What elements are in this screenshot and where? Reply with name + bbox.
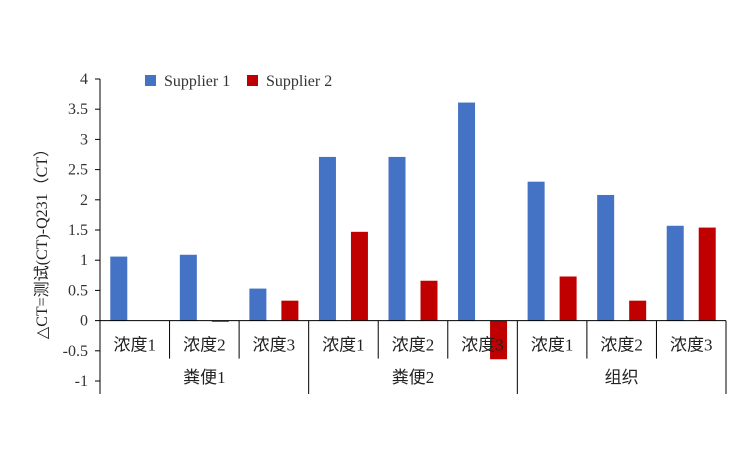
group-label: 组织 — [605, 368, 639, 387]
y-tick-label: -1 — [75, 373, 88, 390]
x-tick-label: 浓度2 — [392, 336, 435, 355]
bar-1-7 — [527, 181, 545, 321]
bar-2-2 — [211, 320, 229, 322]
x-tick-label: 浓度1 — [531, 336, 574, 355]
x-tick-label: 浓度1 — [322, 336, 365, 355]
y-tick-label: 3 — [80, 131, 88, 148]
bar-2-3 — [281, 300, 299, 321]
legend-swatch-1 — [145, 75, 156, 86]
x-tick-label: 浓度2 — [600, 336, 643, 355]
legend: Supplier 1 Supplier 2 — [145, 73, 332, 90]
bar-2-7 — [559, 276, 577, 321]
x-tick-label: 浓度3 — [670, 336, 713, 355]
bar-2-4 — [350, 231, 368, 321]
y-tick-label: 1 — [80, 252, 88, 269]
y-tick-label: 3.5 — [68, 101, 88, 118]
y-axis-label: △CT=测试(CT)-Q231（CT） — [33, 141, 51, 339]
y-tick-label: 1.5 — [68, 222, 88, 239]
y-tick-label: 2.5 — [68, 162, 88, 179]
x-tick-label: 浓度1 — [114, 336, 157, 355]
bar-1-5 — [388, 156, 406, 321]
y-tick-label: 4 — [80, 71, 88, 88]
y-tick-label: -0.5 — [63, 343, 88, 360]
bar-1-9 — [666, 225, 684, 321]
bar-1-3 — [249, 288, 267, 321]
bar-2-5 — [420, 280, 438, 321]
bars — [110, 102, 716, 360]
bar-2-6 — [490, 320, 508, 360]
bar-1-4 — [318, 156, 336, 321]
legend-swatch-2 — [247, 75, 258, 86]
x-tick-label: 浓度2 — [183, 336, 226, 355]
group-label: 粪便2 — [392, 368, 435, 387]
y-axis: -1 -0.5 0 0.5 1 1.5 2 2.5 3 3.5 4 — [63, 71, 101, 390]
y-tick-label: 0.5 — [68, 282, 88, 299]
y-tick-label: 0 — [80, 313, 88, 330]
bar-1-2 — [179, 254, 197, 321]
bar-1-8 — [597, 194, 615, 321]
bar-1-1 — [110, 256, 128, 321]
y-tick-label: 2 — [80, 192, 88, 209]
x-axis: 浓度1 浓度2 浓度3 浓度1 浓度2 浓度3 浓度1 浓度2 浓度3 粪便1 粪便2 组织 — [99, 320, 727, 394]
x-tick-label: 浓度3 — [253, 336, 296, 355]
legend-label-2: Supplier 2 — [266, 73, 332, 90]
legend-label-1: Supplier 1 — [164, 73, 230, 90]
bar-2-9 — [698, 227, 716, 321]
bar-1-6 — [458, 102, 476, 321]
group-label: 粪便1 — [183, 368, 226, 387]
x-tick-label: 浓度3 — [461, 336, 504, 355]
bar-2-8 — [629, 300, 647, 321]
